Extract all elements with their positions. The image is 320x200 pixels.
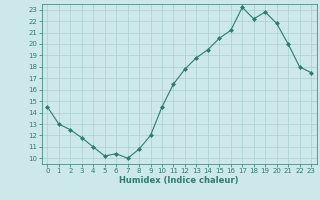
X-axis label: Humidex (Indice chaleur): Humidex (Indice chaleur) (119, 176, 239, 185)
